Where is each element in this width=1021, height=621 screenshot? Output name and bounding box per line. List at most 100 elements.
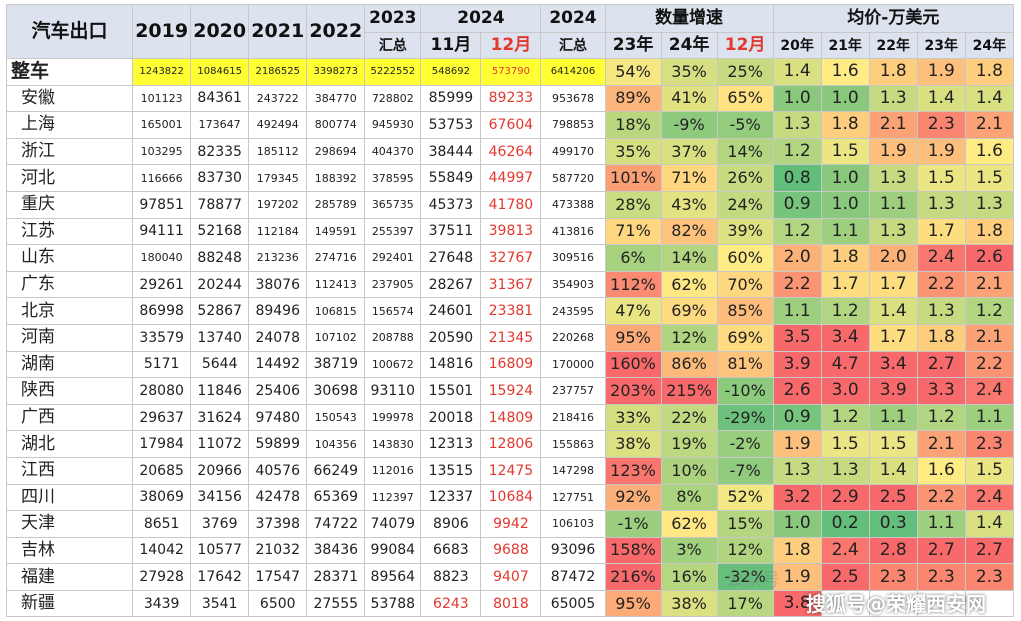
cell-nov: 85999: [420, 84, 482, 113]
price-p21: 3.4: [820, 323, 870, 352]
price-p23: 2.2: [916, 483, 966, 512]
header-nov: 11月: [420, 32, 482, 59]
cell-v2020: 3541: [190, 589, 250, 618]
growth-g24: 62%: [660, 510, 718, 538]
cell-v2020: 20244: [190, 270, 250, 299]
total-row: 整车 1243822 1084615 2186525 3398273 5222552 548…: [5, 58, 1015, 86]
table-row: 湖北 17984 11072 59899 104356 143830 12313 12806 1…: [5, 430, 1015, 458]
cell-v2020: 83730: [190, 164, 250, 192]
region-name: 吉林: [5, 536, 134, 565]
price-p23: 2.7: [916, 350, 966, 379]
cell-y2024: 413816: [540, 217, 606, 246]
cell-v2019: 86998: [132, 297, 192, 325]
growth-gdec: -29%: [716, 403, 774, 432]
table-row: 江西 20685 20966 40576 66249 112016 13515 12475 14…: [5, 456, 1015, 485]
cell-v2021: 492494: [248, 111, 308, 139]
growth-g24: 16%: [660, 563, 718, 591]
growth-g23: 216%: [604, 563, 662, 591]
cell-v2022: 106815: [306, 297, 366, 325]
price-p20: 1.2: [772, 137, 822, 166]
cell-v2022: 285789: [306, 190, 366, 219]
cell-nov: 20018: [420, 403, 482, 432]
region-name: 北京: [5, 297, 134, 325]
cell-nov: 6243: [420, 589, 482, 618]
cell-v2021: 6500: [248, 589, 308, 618]
price-p24: 2.2: [964, 350, 1015, 379]
cell-y2024: 953678: [540, 84, 606, 113]
growth-g23: 18%: [604, 111, 662, 139]
cell-v2020: 31624: [190, 403, 250, 432]
cell-v2020: 88248: [190, 244, 250, 272]
cell-v2022: 274716: [306, 244, 366, 272]
cell-v2023: 237905: [364, 270, 422, 299]
table-row: 河北 116666 83730 179345 188392 378595 55849 4499…: [5, 164, 1015, 192]
cell-v2023: 53788: [364, 589, 422, 618]
header-price-21: 21年: [820, 32, 870, 59]
cell-v2021: 59899: [248, 430, 308, 458]
header-dec: 12月: [480, 32, 542, 59]
table-row: 福建 27928 17642 17547 28371 89564 8823 9407 87472…: [5, 563, 1015, 591]
cell-nov: 13515: [420, 456, 482, 485]
cell-v2022: 800774: [306, 111, 366, 139]
cell-v2022: 104356: [306, 430, 366, 458]
cell-v2023: 156574: [364, 297, 422, 325]
cell-v2021: 25406: [248, 377, 308, 405]
cell-dec: 32767: [480, 244, 542, 272]
price-p22: 1.5: [868, 430, 918, 458]
table-row: 四川 38069 34156 42478 65369 112397 12337 10684 12…: [5, 483, 1015, 512]
cell-v2023: 255397: [364, 217, 422, 246]
table-row: 重庆 97851 78877 197202 285789 365735 45373 41780…: [5, 190, 1015, 219]
price-p24: 2.3: [964, 563, 1015, 591]
region-name: 福建: [5, 563, 134, 591]
price-p20: 3.2: [772, 483, 822, 512]
table-row: 新疆 3439 3541 6500 27555 53788 6243 8018 65005 95%…: [5, 589, 1015, 618]
cell-y2024: 127751: [540, 483, 606, 512]
cell-y2024: 170000: [540, 350, 606, 379]
cell-nov: 24601: [420, 297, 482, 325]
cell-y2024: 798853: [540, 111, 606, 139]
table-row: 上海 165001 173647 492494 800774 945930 53753 676…: [5, 111, 1015, 139]
price-p23: 1.6: [916, 456, 966, 485]
region-name: 江西: [5, 456, 134, 485]
table-row: 吉林 14042 10577 21032 38436 99084 6683 9688 93096…: [5, 536, 1015, 565]
growth-gdec: 70%: [716, 270, 774, 299]
cell-v2021: 42478: [248, 483, 308, 512]
table-row: 广东 29261 20244 38076 112413 237905 28267 31367 3…: [5, 270, 1015, 299]
price-p20: 1.9: [772, 563, 822, 591]
price-p22: 1.9: [868, 137, 918, 166]
cell-v2019: 27928: [132, 563, 192, 591]
growth-g23: 203%: [604, 377, 662, 405]
growth-g23: 158%: [604, 536, 662, 565]
cell-v2021: 14492: [248, 350, 308, 379]
cell-v2020: 10577: [190, 536, 250, 565]
price-p20: 3.5: [772, 323, 822, 352]
cell-v2020: 82335: [190, 137, 250, 166]
cell-v2020: 20966: [190, 456, 250, 485]
price-p24: 1.8: [964, 58, 1015, 86]
price-p22: [868, 589, 918, 618]
cell-dec: 9688: [480, 536, 542, 565]
price-p21: 2.4: [820, 536, 870, 565]
table-row: 北京 86998 52867 89496 106815 156574 24601 23381 2…: [5, 297, 1015, 325]
cell-v2019: 103295: [132, 137, 192, 166]
price-p22: 1.3: [868, 84, 918, 113]
cell-dec: 44997: [480, 164, 542, 192]
price-p23: 3.3: [916, 377, 966, 405]
price-p24: 1.5: [964, 164, 1015, 192]
cell-v2021: 21032: [248, 536, 308, 565]
price-p23: 2.7: [916, 536, 966, 565]
price-p23: 2.2: [916, 270, 966, 299]
growth-g23: 89%: [604, 84, 662, 113]
cell-v2019: 101123: [132, 84, 192, 113]
cell-y2024: 237757: [540, 377, 606, 405]
region-name: 浙江: [5, 137, 134, 166]
growth-g24: 12%: [660, 323, 718, 352]
price-p22: 1.4: [868, 297, 918, 325]
cell-v2019: 20685: [132, 456, 192, 485]
region-name: 安徽: [5, 84, 134, 113]
growth-gdec: -5%: [716, 111, 774, 139]
cell-v2023: 93110: [364, 377, 422, 405]
price-p24: 1.5: [964, 456, 1015, 485]
growth-g23: 33%: [604, 403, 662, 432]
cell-v2023: 112016: [364, 456, 422, 485]
